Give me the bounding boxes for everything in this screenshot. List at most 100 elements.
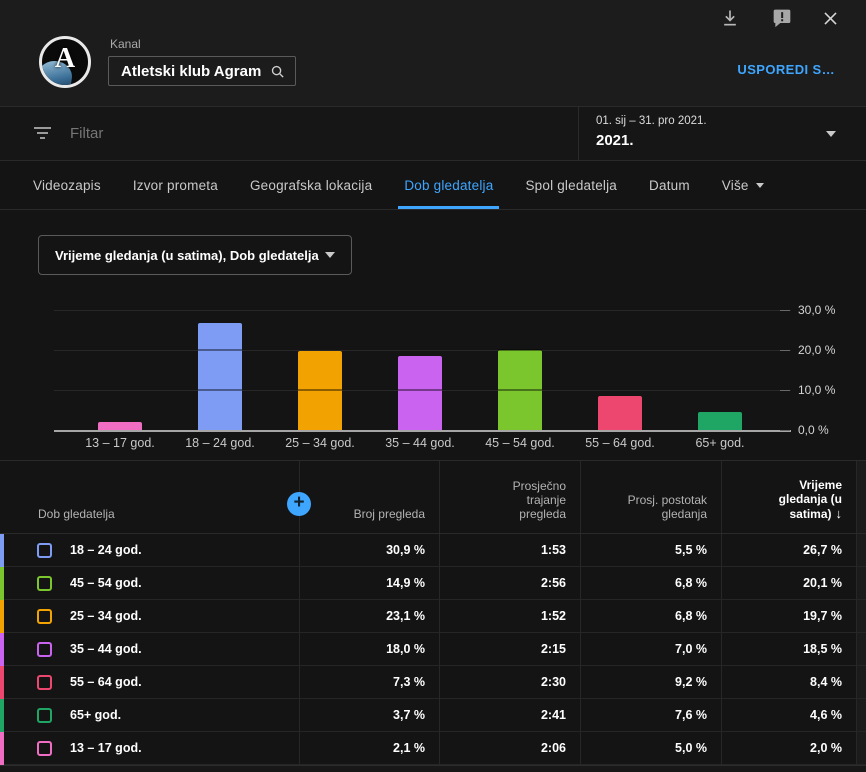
row-checkbox[interactable] [37,542,52,558]
row-label: 65+ god. [70,708,122,722]
cell-watch-time-pct: 19,7 % [721,600,856,632]
y-tick [780,310,790,311]
tabs: Videozapis Izvor prometa Geografska lokaci… [0,161,866,210]
scrollbar-gutter [856,699,866,731]
x-axis-label: 35 – 44 god. [385,436,455,450]
row-color-stripe [0,732,4,765]
tab-videozapis[interactable]: Videozapis [17,161,117,209]
tab-geografska-lokacija[interactable]: Geografska lokacija [234,161,388,209]
row-color-stripe [0,666,4,699]
row-color-stripe [0,699,4,732]
channel-avatar: A [39,36,91,88]
y-tick [780,350,790,351]
table-row-55-64-god[interactable]: 55 – 64 god. 7,3 % 2:30 9,2 % 8,4 % [0,666,866,699]
cell-avg-duration: 2:56 [439,567,580,599]
filter-icon [34,127,51,141]
tab-label: Više [721,177,749,193]
bar-18-24-god [198,323,242,430]
scrollbar-gutter [856,567,866,599]
tab-datum[interactable]: Datum [633,161,706,209]
x-axis-label: 55 – 64 god. [585,436,655,450]
column-header-broj-pregleda[interactable]: Broj pregleda [299,461,439,533]
row-checkbox[interactable] [37,575,52,591]
table-row-25-34-god[interactable]: 25 – 34 god. 23,1 % 1:52 6,8 % 19,7 % [0,600,866,633]
filter-input[interactable]: Filtar [70,125,104,142]
column-header-dob-gledatelja[interactable]: Dob gledatelja [0,461,299,533]
row-checkbox[interactable] [37,707,52,723]
cell-age-group: 18 – 24 god. [0,534,299,567]
cell-avg-duration: 2:15 [439,633,580,665]
gridline-overlay [498,348,542,351]
tab-label: Datum [649,177,690,193]
scrollbar-gutter [856,600,866,632]
column-header-label: Prosječno trajanje pregleda [512,479,566,521]
x-axis-label: 25 – 34 god. [285,436,355,450]
row-checkbox[interactable] [37,641,52,657]
x-axis-label: 65+ god. [695,436,745,450]
gridline-overlay [398,389,442,391]
row-checkbox[interactable] [37,740,52,756]
cell-avg-duration: 2:41 [439,699,580,731]
download-icon[interactable] [718,6,742,30]
bar-55-64-god [598,396,642,430]
dialog-header: A Kanal Atletski klub Agram USPOREDI S… [0,0,866,107]
cell-avg-duration: 1:53 [439,534,580,566]
row-color-stripe [0,600,4,633]
feedback-icon[interactable] [770,6,794,30]
table-body: 18 – 24 god. 30,9 % 1:53 5,5 % 26,7 % 45 – 54… [0,534,866,765]
cell-avg-watch-pct: 5,0 % [580,732,721,764]
bottom-scrollbar-track [0,765,866,772]
add-metric-button[interactable]: + [287,492,311,516]
column-header-prosj-postotak-gledanja[interactable]: Prosj. postotak gledanja [580,461,721,533]
row-label: 55 – 64 god. [70,675,142,689]
cell-views: 30,9 % [299,534,439,566]
table-row-35-44-god[interactable]: 35 – 44 god. 18,0 % 2:15 7,0 % 18,5 % [0,633,866,666]
table-row-65+-god[interactable]: 65+ god. 3,7 % 2:41 7,6 % 4,6 % [0,699,866,732]
cell-views: 3,7 % [299,699,439,731]
cell-watch-time-pct: 2,0 % [721,732,856,764]
y-tick-label: 0,0 % [798,423,829,437]
cell-views: 14,9 % [299,567,439,599]
cell-views: 18,0 % [299,633,439,665]
y-tick [780,430,790,431]
row-checkbox[interactable] [37,674,52,690]
tab-izvor-prometa[interactable]: Izvor prometa [117,161,234,209]
tab-spol-gledatelja[interactable]: Spol gledatelja [509,161,633,209]
table-row-45-54-god[interactable]: 45 – 54 god. 14,9 % 2:56 6,8 % 20,1 % [0,567,866,600]
compare-button[interactable]: USPOREDI S… [737,62,835,77]
gridline-overlay [498,388,542,391]
x-axis-label: 13 – 17 god. [85,436,155,450]
row-label: 35 – 44 god. [70,642,142,656]
date-year-text: 2021. [596,132,634,149]
tab-dob-gledatelja[interactable]: Dob gledatelja [388,161,509,209]
cell-watch-time-pct: 4,6 % [721,699,856,731]
tab-label: Spol gledatelja [525,177,618,193]
metric-select-value: Vrijeme gledanja (u satima), Dob gledate… [55,247,319,263]
row-label: 45 – 54 god. [70,576,142,590]
column-header-prosje-no-trajanje-pregleda[interactable]: Prosječno trajanje pregleda [439,461,580,533]
channel-selector[interactable]: Atletski klub Agram [108,56,297,86]
column-header-vrijeme-gledanja-u-satima[interactable]: Vrijeme gledanja (u satima) ↓ [721,461,856,533]
close-icon[interactable] [818,6,842,30]
gridline-overlay [198,388,242,391]
cell-age-group: 65+ god. [0,699,299,732]
x-axis-line [54,430,791,432]
cell-age-group: 25 – 34 god. [0,600,299,633]
date-range-text: 01. sij – 31. pro 2021. [596,115,707,127]
metric-select[interactable]: Vrijeme gledanja (u satima), Dob gledate… [38,235,352,275]
date-range-picker[interactable]: 01. sij – 31. pro 2021. 2021. [578,107,866,161]
chevron-down-icon [755,182,764,188]
tab-vi-e[interactable]: Više [706,161,780,209]
column-header-label: Broj pregleda [353,507,425,521]
tab-label: Videozapis [33,177,101,193]
gridline-overlay [198,348,242,351]
row-checkbox[interactable] [37,608,52,624]
cell-age-group: 13 – 17 god. [0,732,299,765]
table-row-18-24-god[interactable]: 18 – 24 god. 30,9 % 1:53 5,5 % 26,7 % [0,534,866,567]
table-row-13-17-god[interactable]: 13 – 17 god. 2,1 % 2:06 5,0 % 2,0 % [0,732,866,765]
y-tick-label: 30,0 % [798,303,836,317]
cell-watch-time-pct: 26,7 % [721,534,856,566]
row-label: 13 – 17 god. [70,741,142,755]
row-label: 18 – 24 god. [70,543,142,557]
